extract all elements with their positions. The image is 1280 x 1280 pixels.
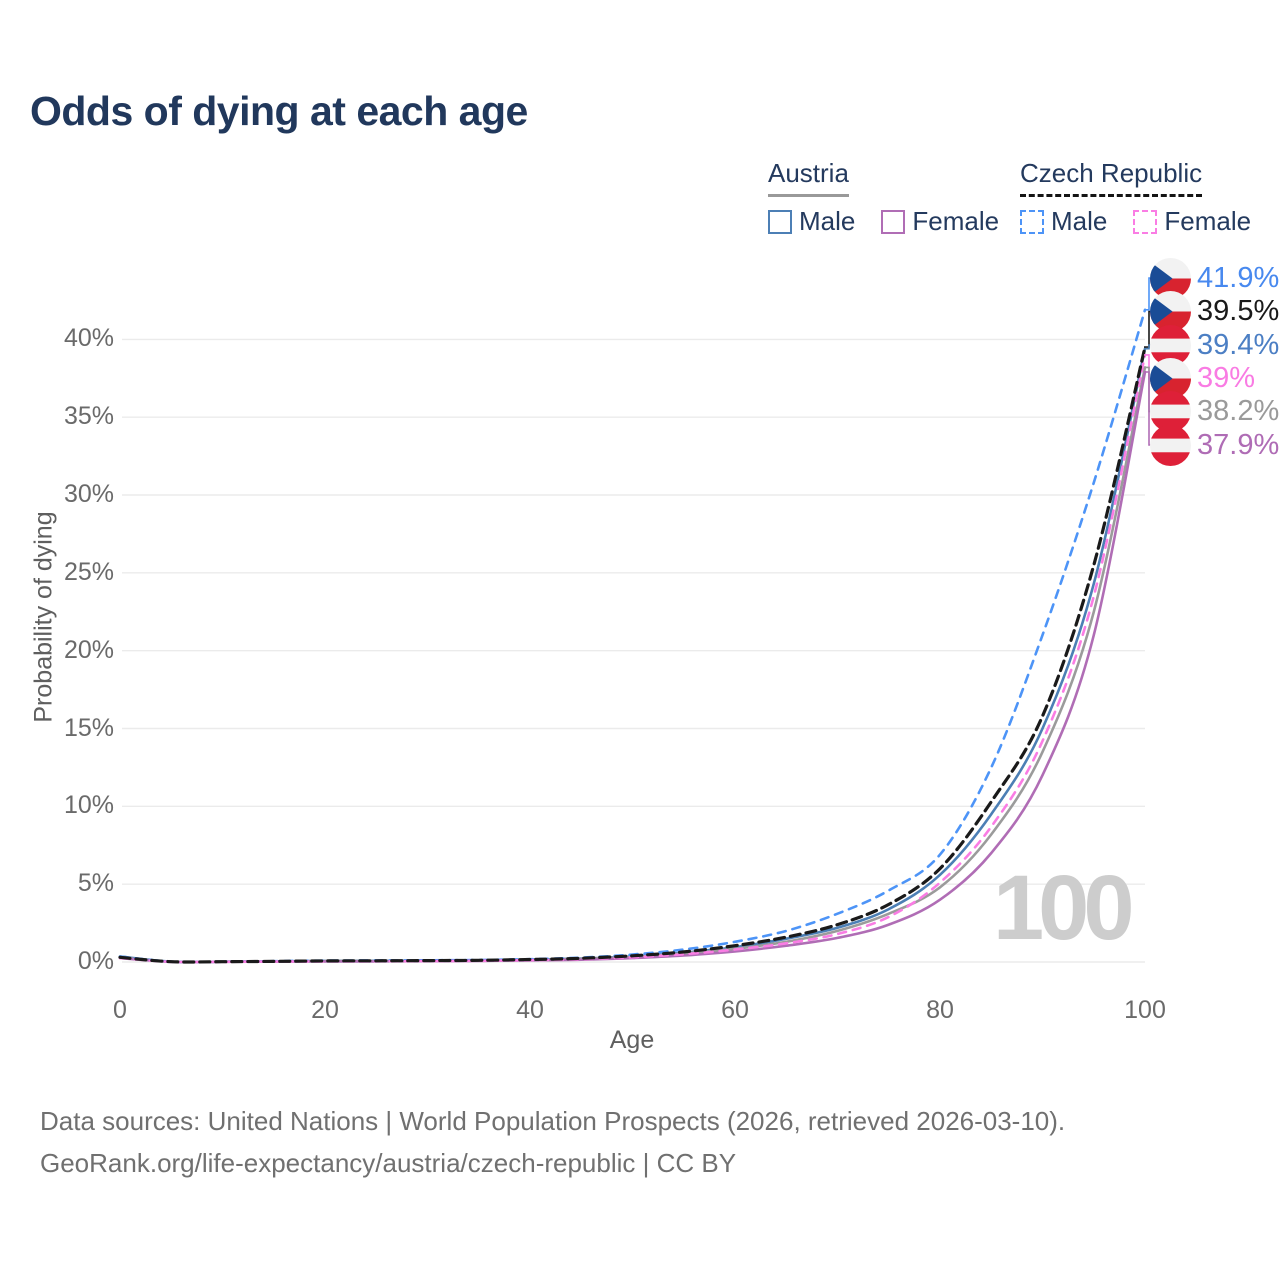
y-tick-5%: 5% — [77, 869, 114, 898]
x-tick-0: 0 — [113, 996, 127, 1024]
end-value-austria-female: 37.9% — [1197, 428, 1280, 461]
attribution-text: GeoRank.org/life-expectancy/austria/czec… — [40, 1148, 737, 1178]
end-label-czech-republic-female: 39% — [1150, 358, 1255, 399]
legend-group-austria: Austria Male Female — [768, 158, 999, 237]
x-tick-100: 100 — [1124, 996, 1166, 1024]
legend-row-czech-republic: Male Female — [1020, 206, 1251, 237]
end-label-czech-republic-male: 41.9% — [1150, 257, 1280, 299]
legend-label-czech-male: Male — [1051, 206, 1108, 236]
legend-swatch-czech-male[interactable] — [1020, 209, 1044, 234]
y-tick-25%: 25% — [63, 557, 114, 586]
legend-label-czech-female: Female — [1164, 206, 1252, 236]
x-axis-title: Age — [609, 1026, 655, 1054]
page-title: Odds of dying at each age — [30, 88, 528, 134]
legend-swatch-czech-female[interactable] — [1133, 209, 1158, 234]
end-label-czech-republic-both: 39.5% — [1150, 291, 1279, 332]
x-tick-20: 20 — [311, 996, 339, 1024]
legend-label-austria-female: Female — [912, 206, 1000, 236]
line-austria-female — [118, 370, 1147, 964]
czech-flag-icon — [1150, 291, 1191, 332]
y-tick-10%: 10% — [63, 791, 114, 820]
line-czech-republic-female — [118, 353, 1147, 964]
legend-group-czech-republic: Czech Republic Male Female — [1020, 158, 1251, 237]
y-axis-title: Probability of dying — [29, 511, 58, 723]
legend-row-austria: Male Female — [768, 206, 999, 237]
legend-item-czech-male[interactable]: Male — [1020, 206, 1107, 237]
legend-country-austria: Austria — [768, 158, 849, 197]
end-value-czech-republic-male: 41.9% — [1197, 261, 1280, 294]
y-tick-20%: 20% — [63, 635, 114, 664]
legend-label-austria-male: Male — [799, 206, 856, 236]
line-austria-both — [118, 366, 1147, 964]
y-tick-0%: 0% — [77, 947, 114, 975]
austria-flag-icon — [1150, 424, 1191, 466]
end-value-czech-republic-both: 39.5% — [1197, 295, 1280, 327]
x-tick-60: 60 — [721, 996, 749, 1024]
x-tick-80: 80 — [926, 996, 954, 1024]
y-tick-40%: 40% — [63, 324, 114, 353]
legend-item-czech-female[interactable]: Female — [1133, 206, 1251, 237]
legend-item-austria-male[interactable]: Male — [768, 206, 855, 237]
end-value-austria-both: 38.2% — [1197, 395, 1280, 427]
x-tick-40: 40 — [516, 996, 544, 1024]
legend-country-czech-republic: Czech Republic — [1020, 158, 1203, 197]
y-tick-30%: 30% — [63, 480, 114, 509]
end-value-czech-republic-female: 39% — [1197, 362, 1256, 394]
end-label-austria-male: 39.4% — [1150, 324, 1280, 366]
end-label-austria-female: 37.9% — [1150, 424, 1280, 466]
legend-swatch-austria-male[interactable] — [768, 209, 792, 234]
line-czech-republic-male — [118, 308, 1147, 964]
data-sources-text: Data sources: United Nations | World Pop… — [40, 1106, 1066, 1136]
legend-swatch-austria-female[interactable] — [881, 209, 906, 234]
y-tick-15%: 15% — [63, 713, 114, 742]
czech-flag-icon — [1150, 257, 1191, 299]
line-chart-plot — [118, 277, 1152, 964]
end-value-austria-male: 39.4% — [1197, 328, 1280, 361]
legend-item-austria-female[interactable]: Female — [881, 206, 999, 237]
line-austria-male — [118, 347, 1147, 964]
age-counter-watermark: 100 — [993, 857, 1134, 959]
austria-flag-icon — [1150, 324, 1191, 366]
y-tick-35%: 35% — [63, 402, 114, 431]
line-czech-republic-both — [118, 345, 1147, 964]
